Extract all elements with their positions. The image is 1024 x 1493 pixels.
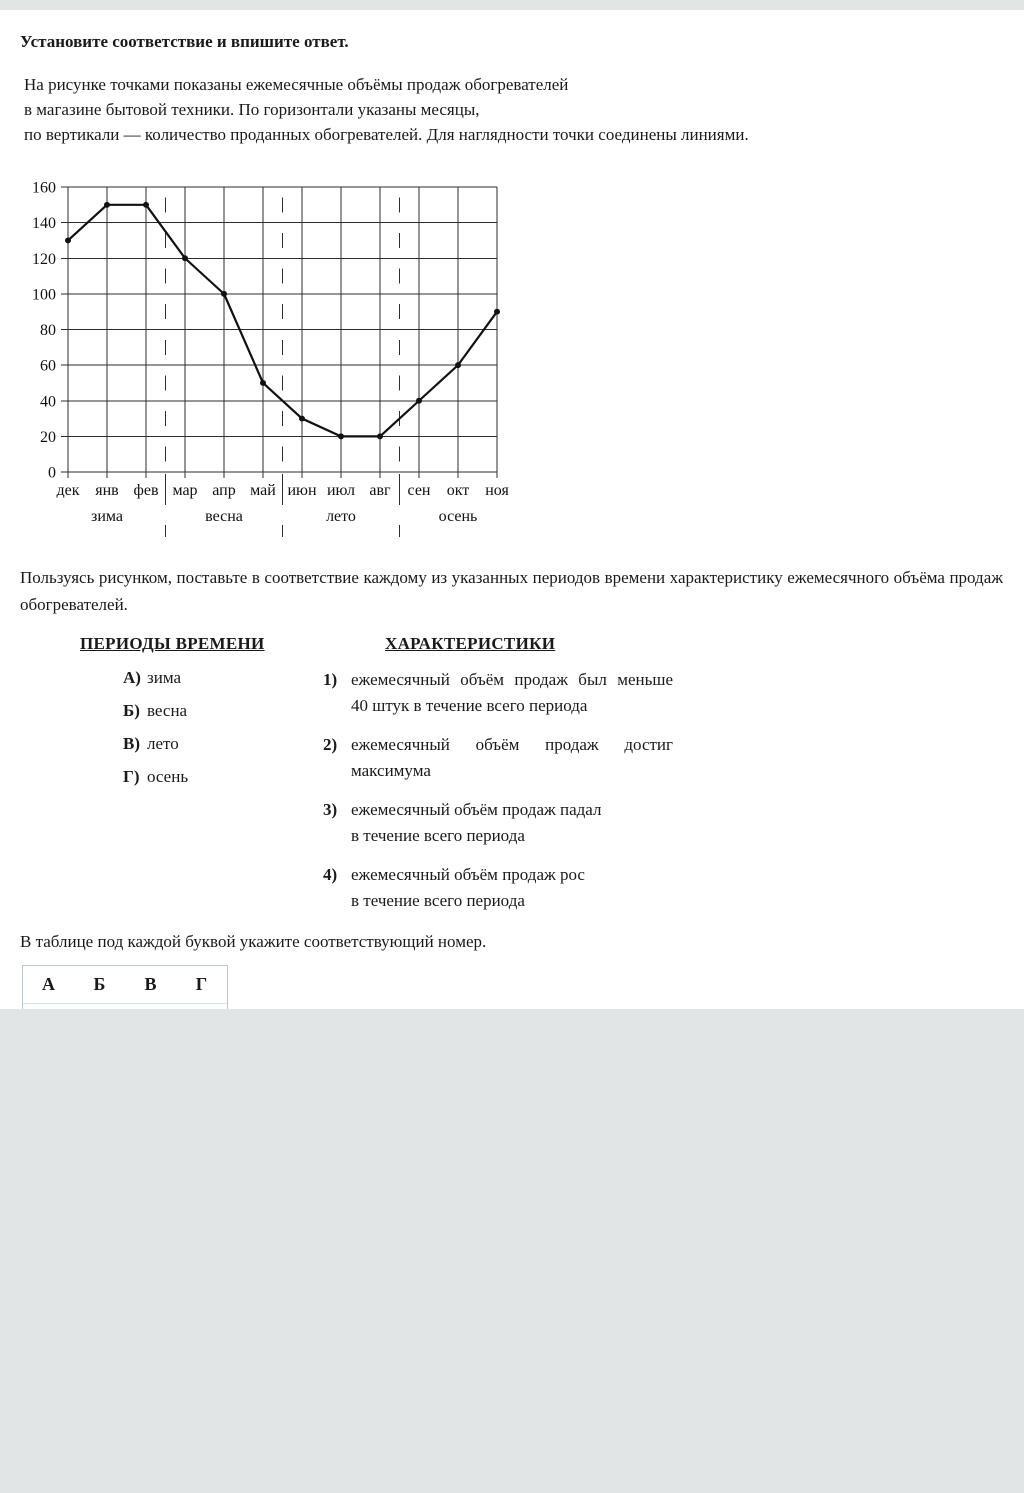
svg-text:весна: весна (205, 508, 243, 525)
answer-instruction: В таблице под каждой буквой укажите соот… (20, 932, 487, 951)
svg-text:май: май (250, 482, 276, 499)
svg-text:июн: июн (287, 482, 317, 499)
answer-table-selects-row (23, 1004, 227, 1009)
characteristic-text: ежемесячный объём продаж был меньше 40 ш… (351, 670, 673, 715)
characteristics-header: ХАРАКТЕРИСТИКИ (385, 634, 556, 653)
answer-table: А Б В Г (22, 965, 228, 1009)
periods-column: ПЕРИОДЫ ВРЕМЕНИ А) зима Б) весна В) лето… (80, 634, 323, 914)
characteristic-item-2: 2) ежемесячный объём продаж достиг макси… (323, 732, 683, 784)
document-page: Установите соответствие и впишите ответ.… (0, 10, 1024, 1009)
svg-text:лето: лето (326, 508, 356, 525)
period-item-leto: В) лето (123, 734, 323, 753)
svg-text:фев: фев (133, 482, 158, 499)
svg-text:окт: окт (447, 482, 470, 499)
period-label: лето (147, 734, 179, 753)
period-label: осень (147, 767, 189, 786)
matching-section: ПЕРИОДЫ ВРЕМЕНИ А) зима Б) весна В) лето… (80, 634, 1004, 914)
svg-text:осень: осень (439, 508, 478, 525)
answer-table-header: А Б В Г (23, 966, 227, 1004)
svg-text:дек: дек (56, 482, 79, 499)
period-label: весна (147, 701, 188, 720)
characteristic-number: 3) (323, 800, 338, 819)
svg-text:ноя: ноя (485, 482, 509, 499)
periods-header: ПЕРИОДЫ ВРЕМЕНИ (80, 634, 265, 653)
svg-text:160: 160 (32, 180, 56, 197)
svg-text:20: 20 (40, 429, 56, 446)
period-item-zima: А) зима (123, 668, 323, 687)
svg-text:40: 40 (40, 393, 56, 410)
svg-text:мар: мар (172, 482, 197, 499)
characteristic-item-1: 1) ежемесячный объём продаж был меньше 4… (323, 667, 683, 719)
characteristic-number: 1) (323, 670, 338, 689)
characteristics-column: ХАРАКТЕРИСТИКИ 1) ежемесячный объём прод… (323, 634, 683, 914)
period-item-osen: Г) осень (123, 767, 323, 786)
task-paragraph: Пользуясь рисунком, поставьте в соответс… (20, 568, 1003, 614)
characteristic-text: ежемесячный объём продаж падал в течение… (351, 800, 602, 845)
svg-text:80: 80 (40, 322, 56, 339)
svg-text:апр: апр (212, 482, 235, 499)
characteristic-item-3: 3) ежемесячный объём продаж падал в тече… (323, 797, 683, 849)
characteristic-text: ежемесячный объём продаж рос в течение в… (351, 865, 585, 910)
period-label: зима (147, 668, 181, 687)
svg-text:140: 140 (32, 215, 56, 232)
svg-text:120: 120 (32, 251, 56, 268)
answer-column-a: А (42, 974, 55, 994)
period-letter: Г) (123, 767, 140, 786)
svg-text:60: 60 (40, 358, 56, 375)
intro-line: в магазине бытовой техники. По горизонта… (24, 100, 480, 119)
answer-column-g: Г (195, 974, 208, 994)
period-letter: А) (123, 668, 141, 687)
answer-column-b: Б (93, 974, 106, 994)
svg-text:янв: янв (95, 482, 119, 499)
intro-line: На рисунке точками показаны ежемесячные … (24, 75, 569, 94)
period-letter: Б) (123, 701, 140, 720)
svg-text:июл: июл (327, 482, 355, 499)
intro-paragraph: На рисунке точками показаны ежемесячные … (24, 72, 1004, 147)
sales-line-chart: 0 20 40 60 80 100 120 140 160 дек янв фев мар апр май и… (20, 173, 1004, 546)
svg-text:100: 100 (32, 286, 56, 303)
period-item-vesna: Б) весна (123, 701, 323, 720)
svg-text:зима: зима (91, 508, 123, 525)
answer-column-v: В (144, 974, 157, 994)
characteristic-number: 2) (323, 735, 338, 754)
characteristic-number: 4) (323, 865, 338, 884)
characteristic-item-4: 4) ежемесячный объём продаж рос в течени… (323, 862, 683, 914)
characteristic-text: ежемесячный объём продаж достиг максимум… (351, 735, 673, 780)
page-title: Установите соответствие и впишите ответ. (20, 32, 349, 51)
svg-text:0: 0 (48, 465, 56, 482)
period-letter: В) (123, 734, 140, 753)
intro-line: по вертикали — количество проданных обог… (24, 125, 749, 144)
svg-text:авг: авг (369, 482, 391, 499)
svg-text:сен: сен (408, 482, 431, 499)
